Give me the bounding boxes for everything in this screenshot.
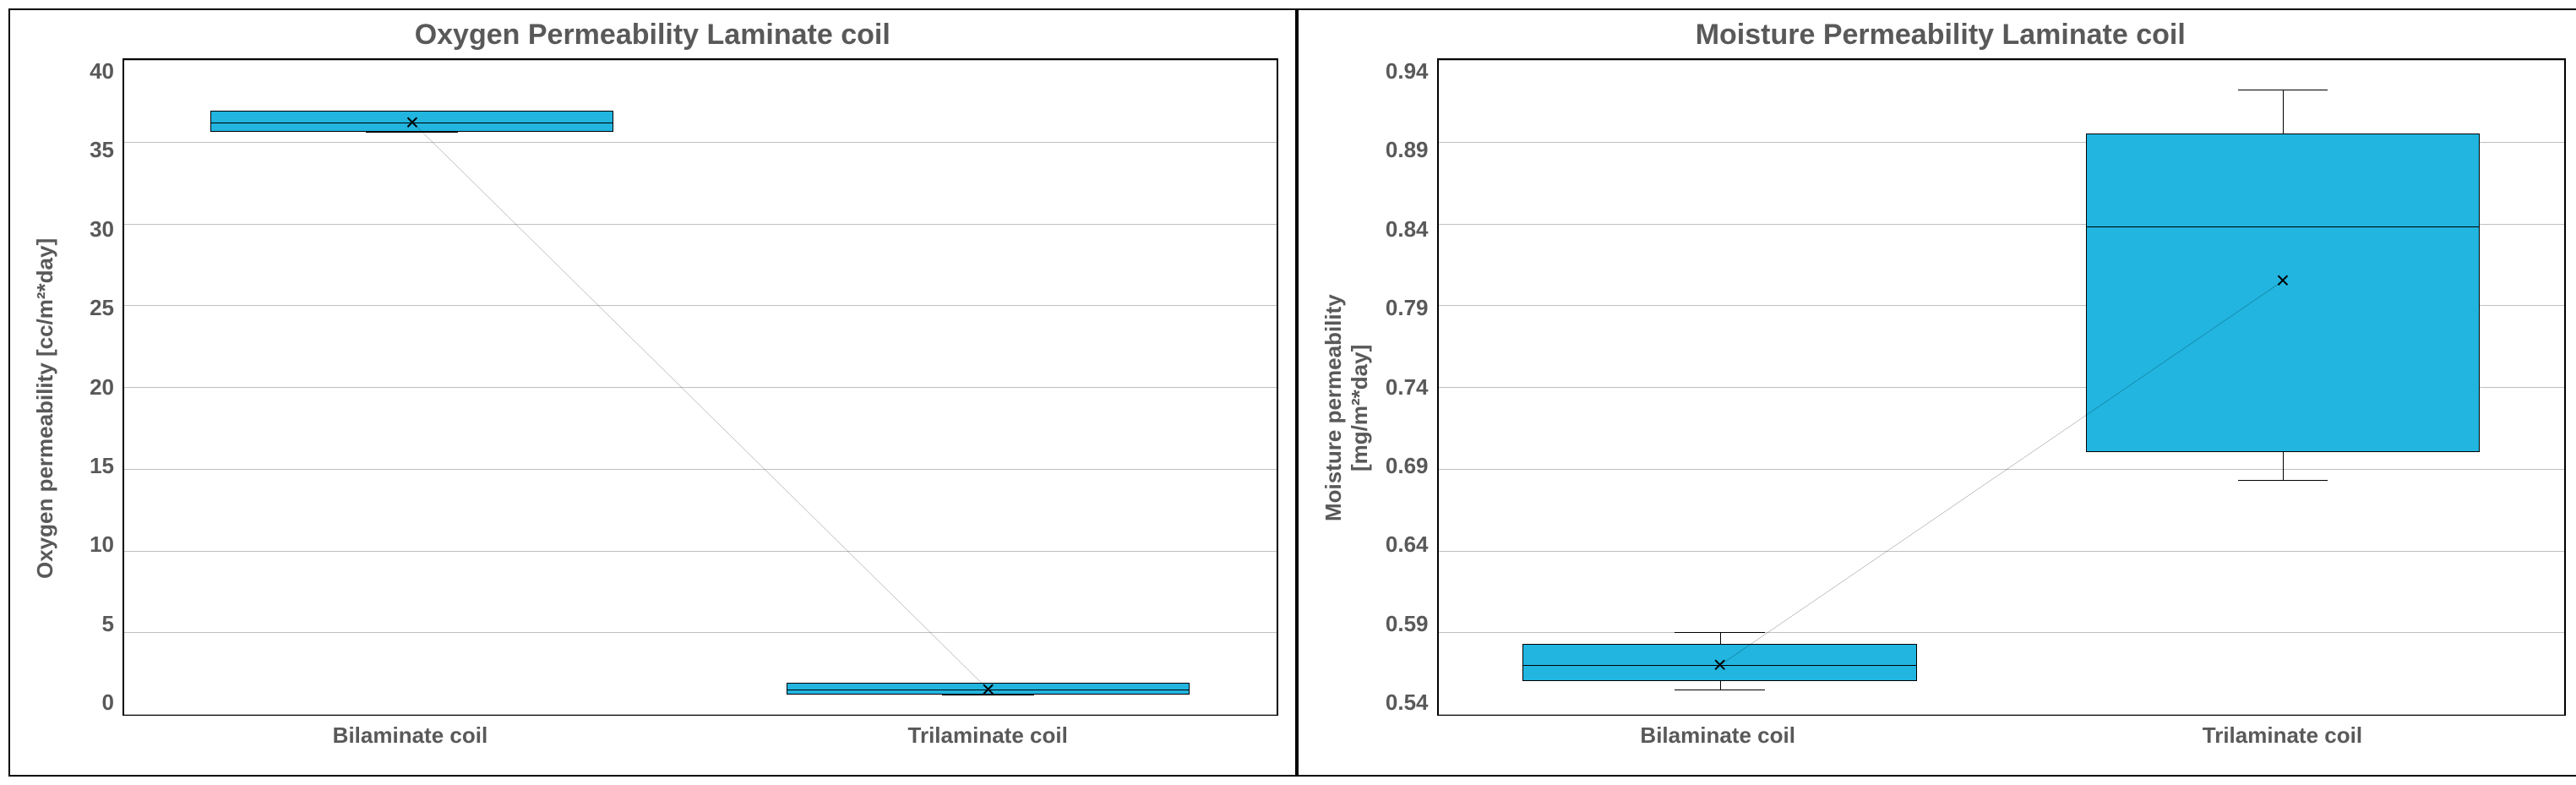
x-tick-label: Bilaminate coil	[1640, 722, 1795, 749]
y-tick-label: 0.74	[1386, 374, 1429, 401]
gridline	[1439, 714, 2565, 715]
mean-connector-line	[412, 123, 988, 690]
y-ticks: 40 35 30 25 20 15 10 5 0	[63, 58, 123, 758]
y-tick-label: 15	[90, 453, 114, 479]
y-tick-label: 0.94	[1386, 58, 1429, 84]
y-tick-label: 30	[90, 216, 114, 243]
oxygen-panel: Oxygen Permeability Laminate coil Oxygen…	[8, 8, 1297, 777]
y-ticks: 0.94 0.89 0.84 0.79 0.74 0.69 0.64 0.59 0.54	[1378, 58, 1437, 758]
chart-title: Oxygen Permeability Laminate coil	[27, 19, 1278, 52]
connector-overlay	[124, 60, 1277, 714]
connector-overlay	[1439, 60, 2565, 714]
y-tick-label: 25	[90, 295, 114, 321]
x-tick-label: Bilaminate coil	[333, 722, 488, 749]
y-tick-label: 35	[90, 137, 114, 163]
chart-container: Oxygen Permeability Laminate coil Oxygen…	[8, 8, 2576, 777]
y-tick-label: 0.84	[1386, 216, 1429, 243]
y-axis-label: Oxygen permeability [cc/m²*day]	[27, 58, 63, 758]
moisture-panel: Moisture Permeability Laminate coil Mois…	[1297, 8, 2576, 777]
y-tick-label: 5	[102, 611, 114, 637]
plot-wrap: ×× Bilaminate coil Trilaminate coil	[1437, 58, 2567, 758]
y-tick-label: 0.79	[1386, 295, 1429, 321]
x-ticks: Bilaminate coil Trilaminate coil	[1437, 716, 2567, 758]
chart-title: Moisture Permeability Laminate coil	[1315, 19, 2567, 52]
y-tick-label: 10	[90, 532, 114, 558]
plot-area: ××	[123, 58, 1278, 716]
chart-body: Oxygen permeability [cc/m²*day] 40 35 30 25…	[27, 58, 1278, 758]
x-tick-label: Trilaminate coil	[908, 722, 1068, 749]
y-tick-label: 0.59	[1386, 611, 1429, 637]
y-tick-label: 0.89	[1386, 137, 1429, 163]
y-axis-label: Moisture permeability [mg/m²*day]	[1315, 58, 1378, 758]
y-tick-label: 40	[90, 58, 114, 84]
y-tick-label: 0.69	[1386, 453, 1429, 479]
x-ticks: Bilaminate coil Trilaminate coil	[123, 716, 1278, 758]
gridline	[124, 714, 1277, 715]
y-tick-label: 20	[90, 374, 114, 401]
x-tick-label: Trilaminate coil	[2203, 722, 2362, 749]
plot-wrap: ×× Bilaminate coil Trilaminate coil	[123, 58, 1278, 758]
mean-connector-line	[1720, 281, 2283, 665]
plot-area: ××	[1437, 58, 2567, 716]
y-tick-label: 0.64	[1386, 532, 1429, 558]
chart-body: Moisture permeability [mg/m²*day] 0.940.…	[1315, 58, 2567, 758]
y-tick-label: 0.54	[1386, 690, 1429, 716]
y-tick-label: 0	[102, 690, 114, 716]
